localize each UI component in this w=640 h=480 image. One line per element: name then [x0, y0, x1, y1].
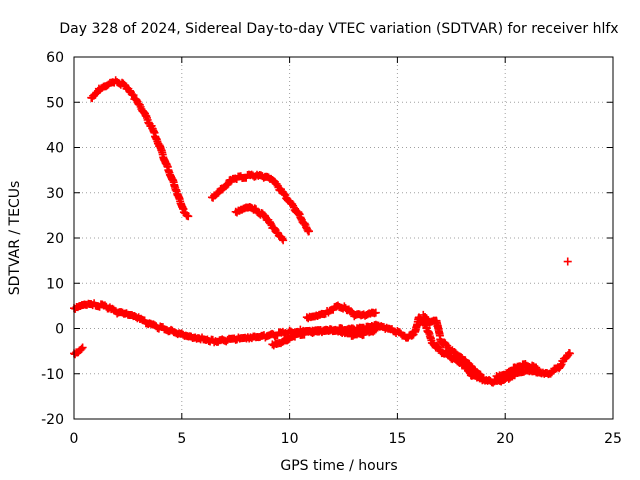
data-point	[371, 308, 380, 317]
series-arc-high-2	[207, 170, 314, 236]
data-point	[533, 365, 542, 374]
chart-title: Day 328 of 2024, Sidereal Day-to-day VTE…	[59, 21, 618, 37]
data-points	[70, 76, 574, 387]
y-tick-label: 20	[46, 231, 64, 247]
y-tick-label: 50	[46, 95, 64, 111]
data-point	[77, 344, 86, 353]
data-point	[266, 219, 275, 228]
y-tick-label: 30	[46, 186, 64, 202]
x-tick-label: 10	[281, 431, 299, 447]
series-arc-high-3	[231, 202, 288, 245]
x-tick-label: 25	[604, 431, 622, 447]
y-tick-label: -10	[41, 367, 64, 383]
y-tick-label: 40	[46, 141, 64, 157]
data-point	[563, 257, 572, 266]
data-point	[556, 361, 565, 370]
series-isolated-point	[563, 257, 572, 266]
y-axis-label: SDTVAR / TECUs	[7, 181, 23, 296]
y-tick-label: 0	[55, 322, 64, 338]
x-tick-label: 5	[177, 431, 186, 447]
data-point	[78, 343, 87, 352]
series-arc-low-6	[492, 359, 542, 382]
series-arc-low-2	[70, 299, 574, 387]
data-point	[565, 349, 574, 358]
data-point	[479, 374, 488, 383]
x-axis-label: GPS time / hours	[280, 458, 397, 474]
data-point	[289, 201, 298, 210]
data-point	[370, 326, 379, 335]
data-point	[371, 325, 380, 334]
data-point	[184, 212, 193, 221]
x-tick-label: 15	[388, 431, 406, 447]
x-tick-label: 20	[496, 431, 514, 447]
data-point	[279, 236, 288, 245]
series-arc-low-1	[70, 343, 87, 359]
axes	[73, 56, 614, 420]
data-point	[129, 91, 138, 100]
data-point	[279, 189, 288, 198]
x-tick-label: 0	[70, 431, 79, 447]
data-point	[280, 190, 289, 199]
y-tick-label: -20	[41, 412, 64, 428]
tick-labels: 0 5 10 15 20 25 -20 -10 0 10 20 30 40 50 60	[41, 50, 622, 447]
series-arc-high-1	[87, 76, 193, 221]
series-arc-low-3	[268, 325, 380, 350]
data-point	[223, 180, 232, 189]
data-point	[127, 90, 136, 99]
y-tick-label: 60	[46, 50, 64, 66]
series-arc-low-4	[302, 301, 380, 323]
series-arc-low-5	[419, 310, 488, 383]
data-point	[532, 363, 541, 372]
data-point	[278, 234, 287, 243]
data-point	[305, 227, 314, 236]
y-tick-label: 10	[46, 276, 64, 292]
grid-lines	[74, 57, 613, 419]
